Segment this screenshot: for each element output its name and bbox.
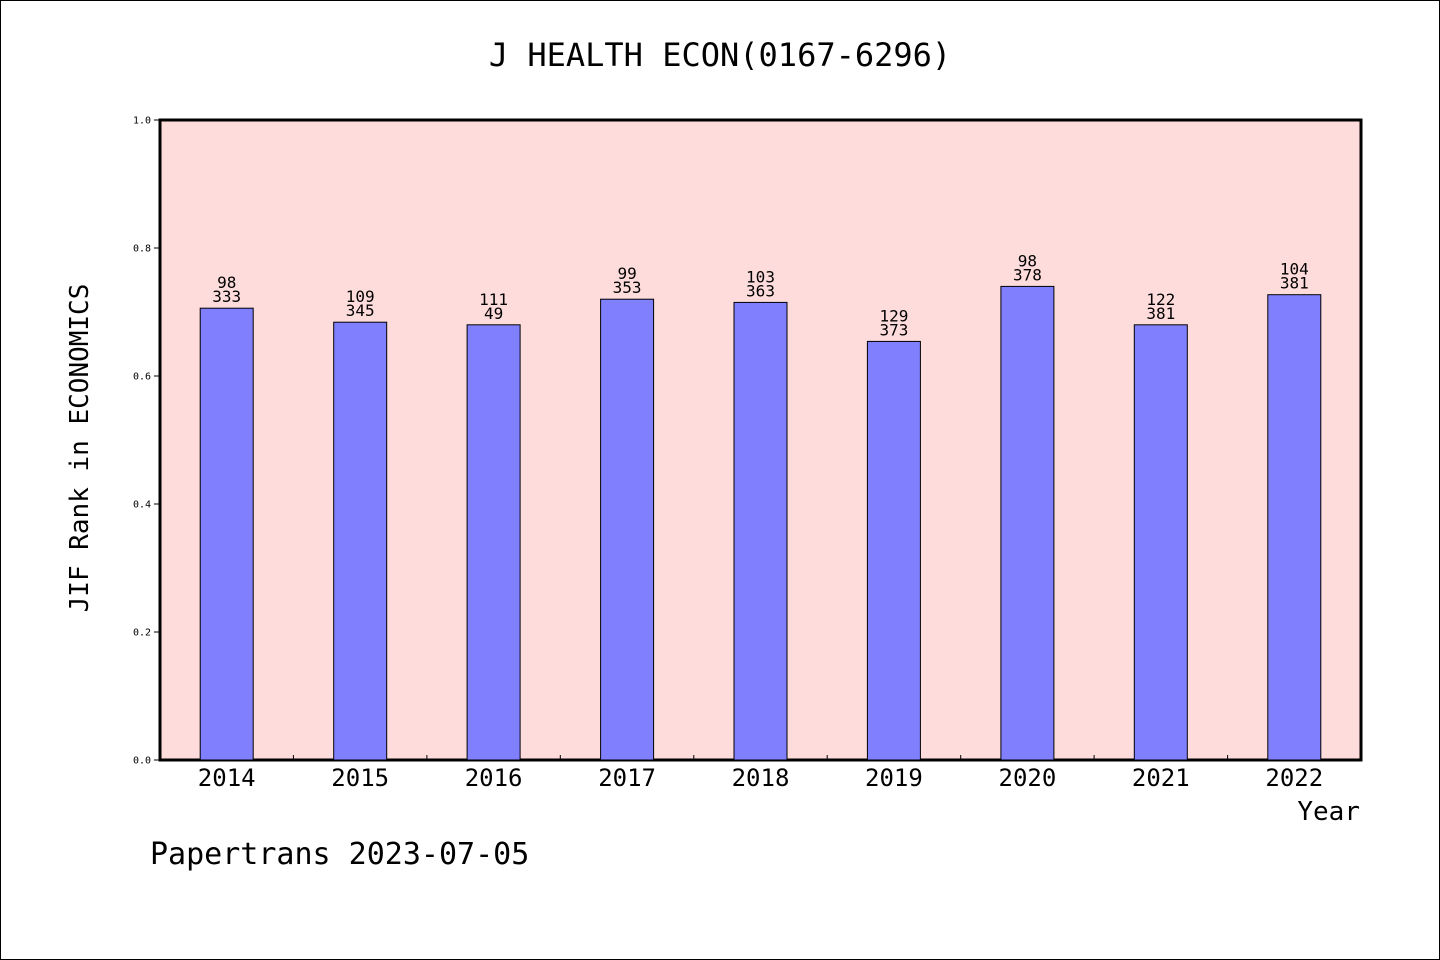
- x-axis-label: Year: [1297, 797, 1360, 827]
- bar-total-label: 345: [346, 301, 375, 320]
- y-tick-label: 0.4: [133, 500, 151, 511]
- bar-rank-label: 98: [217, 273, 236, 292]
- bars-group: [199, 285, 1322, 761]
- y-axis: 0.0 0.2 0.4 0.6 0.8 1.0: [133, 116, 160, 767]
- bar-total-label: 381: [1146, 304, 1175, 323]
- x-axis: 2014 2015 2016 2017 2018 2019 2020 2021 2022: [198, 755, 1323, 792]
- bar-2014: [199, 307, 254, 761]
- bar-rank-label: 122: [1146, 290, 1175, 309]
- y-tick-label: 0.0: [133, 756, 151, 767]
- x-tick-label: 2017: [598, 764, 656, 792]
- bar-rank-label: 99: [617, 264, 636, 283]
- bar-total-label: 381: [1280, 274, 1309, 293]
- bar-rank-label: 109: [346, 287, 375, 306]
- x-tick-label: 2014: [198, 764, 256, 792]
- y-tick-label: 0.2: [133, 628, 151, 639]
- bar-rank-label: 103: [746, 267, 775, 286]
- x-tick-label: 2020: [999, 764, 1057, 792]
- y-tick-label: 1.0: [133, 116, 151, 127]
- y-tick-label: 0.6: [133, 372, 151, 383]
- bar-2022: [1267, 294, 1322, 761]
- bar-2015: [333, 321, 388, 761]
- bar-2019: [866, 340, 921, 761]
- x-tick-label: 2018: [732, 764, 790, 792]
- bar-2020: [1000, 285, 1055, 761]
- bar-total-label: 378: [1013, 265, 1042, 284]
- x-tick-label: 2022: [1265, 764, 1323, 792]
- y-axis-label: JIF Rank in ECONOMICS: [65, 284, 95, 613]
- bar-2018: [733, 301, 788, 761]
- x-tick-label: 2015: [331, 764, 389, 792]
- bar-total-label: 49: [484, 304, 503, 323]
- watermark: Papertrans 2023-07-05: [150, 837, 529, 872]
- bar-2017: [600, 298, 655, 761]
- x-tick-label: 2016: [465, 764, 523, 792]
- bar-rank-label: 129: [879, 306, 908, 325]
- y-tick-label: 0.8: [133, 244, 151, 255]
- x-tick-label: 2021: [1132, 764, 1190, 792]
- bar-total-label: 333: [212, 287, 241, 306]
- bar-rank-label: 111: [479, 290, 508, 309]
- bar-total-label: 353: [613, 278, 642, 297]
- bar-2016: [466, 324, 521, 761]
- bar-total-label: 373: [879, 320, 908, 339]
- chart-title: J HEALTH ECON(0167-6296): [489, 36, 951, 74]
- x-tick-label: 2019: [865, 764, 923, 792]
- bar-rank-label: 98: [1018, 251, 1037, 270]
- bar-2021: [1133, 324, 1188, 761]
- bar-rank-label: 104: [1280, 260, 1309, 279]
- bar-total-label: 363: [746, 281, 775, 300]
